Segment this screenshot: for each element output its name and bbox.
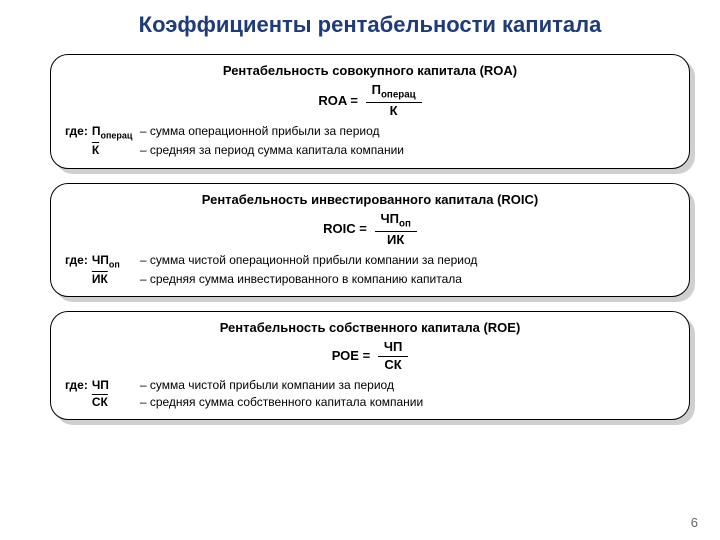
roe-content: Рентабельность собственного капитала (RO… [50,311,690,420]
roic-formula: ROIC = ЧПоп ИК [65,211,675,249]
page-title: Коэффициенты рентабельности капитала [50,12,690,38]
roic-sym-1: ЧПоп [92,253,120,271]
roic-txt-2: – средняя сумма инвестированного в компа… [140,272,462,288]
roa-numerator: Поперац [366,82,422,103]
where-label: где: [65,378,88,394]
roe-where-row-1: где: ЧП – сумма чистой прибыли компании … [65,378,675,394]
roa-where-row-2: где: К – средняя за период сумма капитал… [65,143,675,159]
roe-sym-1: ЧП [92,378,109,394]
roa-block: Рентабельность совокупного капитала (ROA… [50,54,690,169]
roa-denominator: К [366,103,422,120]
roa-where: где: Поперац – сумма операционной прибыл… [65,124,675,159]
roic-subtitle: Рентабельность инвестированного капитала… [65,192,675,209]
roic-where-row-1: где: ЧПоп – сумма чистой операционной пр… [65,253,675,271]
roe-formula: РОЕ = ЧП СК [65,339,675,374]
where-label: где: [65,124,88,140]
roa-where-row-1: где: Поперац – сумма операционной прибыл… [65,124,675,142]
roic-sym-2: ИК [92,272,108,288]
roic-block: Рентабельность инвестированного капитала… [50,183,690,298]
roe-subtitle: Рентабельность собственного капитала (RO… [65,320,675,337]
roic-content: Рентабельность инвестированного капитала… [50,183,690,298]
roe-fraction: ЧП СК [378,339,408,374]
roe-lhs: РОЕ = [332,348,371,365]
roic-fraction: ЧПоп ИК [375,211,417,249]
roic-lhs: ROIC = [323,221,367,238]
roic-numerator: ЧПоп [375,211,417,232]
roe-txt-2: – средняя сумма собственного капитала ко… [140,395,423,411]
roe-where-row-2: где: СК – средняя сумма собственного кап… [65,395,675,411]
roa-sym-1: Поперац [92,124,133,142]
roic-txt-1: – сумма чистой операционной прибыли комп… [140,253,478,269]
roa-subtitle: Рентабельность совокупного капитала (ROA… [65,63,675,80]
roe-denominator: СК [378,357,408,374]
roic-where: где: ЧПоп – сумма чистой операционной пр… [65,253,675,288]
roe-sym-2: СК [92,395,108,411]
roa-fraction: Поперац К [366,82,422,120]
where-label: где: [65,253,88,269]
roa-sym-2: К [92,143,99,159]
roe-where: где: ЧП – сумма чистой прибыли компании … [65,378,675,410]
roe-block: Рентабельность собственного капитала (RO… [50,311,690,420]
roa-content: Рентабельность совокупного капитала (ROA… [50,54,690,169]
roa-txt-2: – средняя за период сумма капитала компа… [140,143,404,159]
roic-denominator: ИК [375,232,417,249]
roa-formula: ROA = Поперац К [65,82,675,120]
roe-txt-1: – сумма чистой прибыли компании за перио… [140,378,394,394]
page-number: 6 [691,515,698,530]
roa-lhs: ROA = [318,93,358,110]
roa-txt-1: – сумма операционной прибыли за период [140,124,380,140]
roic-where-row-2: где: ИК – средняя сумма инвестированного… [65,272,675,288]
slide-page: Коэффициенты рентабельности капитала Рен… [0,0,720,540]
roe-numerator: ЧП [378,339,408,357]
